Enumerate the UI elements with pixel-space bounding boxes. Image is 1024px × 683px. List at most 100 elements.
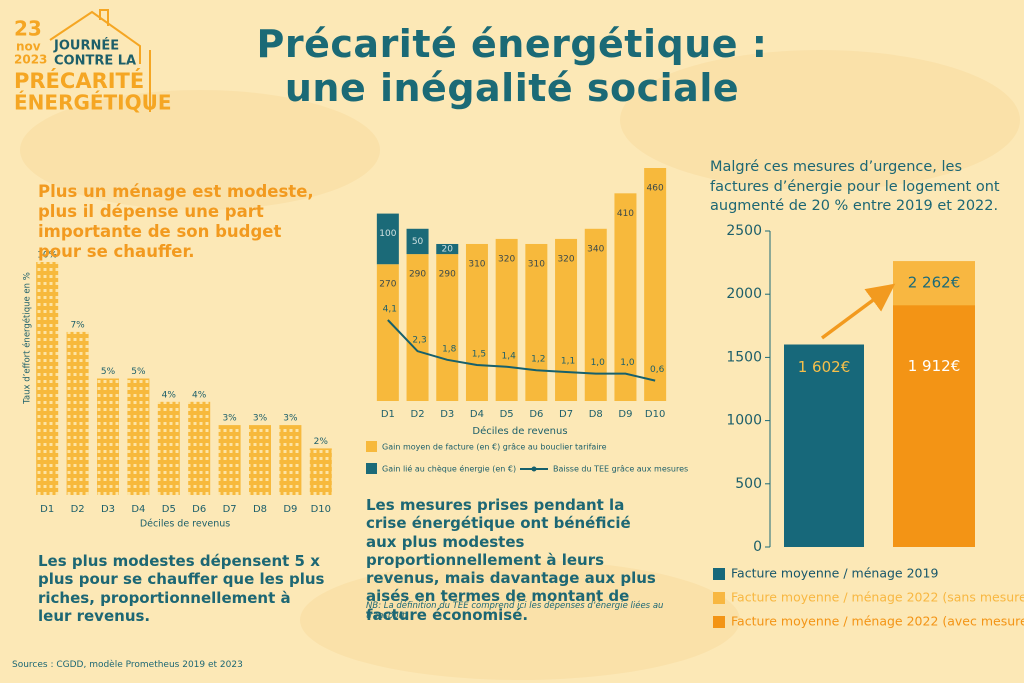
bills-subtitle: Malgré ces mesures d’urgence, les factur… xyxy=(710,159,1000,215)
value-label: 10% xyxy=(37,251,57,261)
increase-arrow xyxy=(820,283,896,340)
x-tick-label: D2 xyxy=(71,504,85,515)
legend-swatch xyxy=(366,463,377,474)
y-tick-label: 0 xyxy=(753,539,762,555)
x-axis-label: Déciles de revenus xyxy=(140,519,230,530)
legend-label: Facture moyenne / ménage 2022 (avec mesu… xyxy=(731,614,1024,629)
value-label: 3% xyxy=(253,414,268,424)
x-tick-label: D2 xyxy=(411,409,425,420)
title-line: une inégalité sociale xyxy=(284,66,740,110)
x-tick-label: D5 xyxy=(500,409,514,420)
left-heading: Plus un ménage est modeste, plus il dépe… xyxy=(38,182,314,262)
left-conclusion: Les plus modestes dépensent 5 x plus pou… xyxy=(38,552,325,625)
bar xyxy=(218,425,241,495)
line-value-label: 1,0 xyxy=(620,358,635,368)
line-value-label: 1,8 xyxy=(442,344,457,354)
x-tick-label: D5 xyxy=(162,504,176,515)
chart-bills: 0 500 1000 1500 2000 2500 1 602€ Facture moyenn… xyxy=(713,223,1024,629)
x-tick-label: D9 xyxy=(283,504,297,515)
bar xyxy=(279,425,302,495)
y-tick-label: 1000 xyxy=(726,413,762,429)
value-label: 3% xyxy=(283,414,298,424)
value-label: 410 xyxy=(617,209,634,219)
line-value-label: 1,0 xyxy=(591,358,606,368)
middle-note: NB: La définition du TEE comprend ici le… xyxy=(366,601,664,622)
middle-conclusion: Les mesures prises pendant la crise éner… xyxy=(366,496,656,624)
value-label: 4% xyxy=(192,390,207,400)
logo-month: nov xyxy=(16,40,41,54)
bar-segment xyxy=(614,193,637,401)
value-label: 4% xyxy=(162,390,177,400)
value-label: 5% xyxy=(101,367,116,377)
bar-segment xyxy=(465,243,488,401)
line-value-label: 2,3 xyxy=(412,336,426,346)
value-label: 310 xyxy=(528,259,545,269)
value-label: 310 xyxy=(468,259,485,269)
bar-segment xyxy=(406,228,429,255)
value-label: 2 262€ xyxy=(908,274,961,292)
bar-segment xyxy=(436,243,459,255)
line-value-label: 0,6 xyxy=(650,365,665,375)
x-tick-label: D4 xyxy=(470,409,484,420)
bar-segment xyxy=(525,243,548,401)
value-label: 320 xyxy=(557,254,574,264)
logo-line: JOURNÉE xyxy=(53,38,119,54)
bar xyxy=(309,448,332,495)
x-tick-label: D1 xyxy=(40,504,54,515)
bar xyxy=(97,378,119,495)
bar xyxy=(157,401,180,495)
sources: Sources : CGDD, modèle Prometheus 2019 e… xyxy=(12,660,243,670)
bar-segment xyxy=(376,213,399,265)
legend-swatch xyxy=(713,592,725,604)
bar xyxy=(188,401,211,495)
legend-label: Facture moyenne / ménage 2022 (sans mesu… xyxy=(731,590,1024,605)
value-label: 290 xyxy=(409,270,426,280)
y-tick-label: 2000 xyxy=(726,286,762,302)
bar xyxy=(893,305,975,547)
value-label: 1 912€ xyxy=(908,357,961,375)
background-texture xyxy=(20,50,1020,680)
line-value-label: 1,4 xyxy=(501,351,516,361)
x-tick-label: D9 xyxy=(618,409,632,420)
x-tick-label: D6 xyxy=(192,504,206,515)
legend-swatch xyxy=(531,466,537,472)
bar xyxy=(249,425,271,495)
line-value-label: 1,1 xyxy=(561,356,575,366)
bar-segment xyxy=(584,228,607,401)
line xyxy=(387,319,656,382)
y-axis-label: Taux d’effort énergétique en % xyxy=(22,272,33,405)
value-label: 1 602€ xyxy=(798,358,851,376)
legend-label: Gain moyen de facture (en €) grâce au bo… xyxy=(382,443,607,452)
logo-day: 23 xyxy=(14,17,42,41)
logo-line: CONTRE LA xyxy=(54,54,136,69)
logo-house xyxy=(49,9,151,112)
bar-segment xyxy=(406,254,429,401)
legend-label: Gain lié au chèque énergie (en €) xyxy=(382,464,516,474)
x-tick-label: D10 xyxy=(311,504,331,515)
line-value-label: 1,5 xyxy=(472,350,486,360)
logo: 23 nov 2023 JOURNÉE CONTRE LA PRÉCARITÉ … xyxy=(14,9,172,115)
value-label: 2% xyxy=(314,437,329,447)
value-label: 290 xyxy=(439,270,456,280)
x-tick-label: D8 xyxy=(253,504,267,515)
value-label: 50 xyxy=(412,237,424,247)
value-label: 7% xyxy=(70,320,85,330)
x-tick-label: D4 xyxy=(131,504,145,515)
value-label: 320 xyxy=(498,254,515,264)
line-value-label: 4,1 xyxy=(383,305,397,315)
line-value-label: 1,2 xyxy=(531,355,545,365)
logo-year: 2023 xyxy=(14,53,47,67)
bar-segment xyxy=(376,264,399,401)
bar-segment xyxy=(495,238,518,401)
value-label: 20 xyxy=(442,245,454,255)
title-line: Précarité énergétique : xyxy=(256,22,768,66)
x-tick-label: D7 xyxy=(559,409,573,420)
x-tick-label: D8 xyxy=(589,409,603,420)
bar xyxy=(784,344,864,547)
x-tick-label: D3 xyxy=(101,504,115,515)
x-tick-label: D3 xyxy=(440,409,454,420)
chart-gains: 270 100 D1 290 50 D2 290 20 D3 310 D4 320 D5 310 D6 320… xyxy=(366,168,688,474)
y-tick-label: 1500 xyxy=(726,349,762,365)
value-label: 460 xyxy=(647,184,664,194)
